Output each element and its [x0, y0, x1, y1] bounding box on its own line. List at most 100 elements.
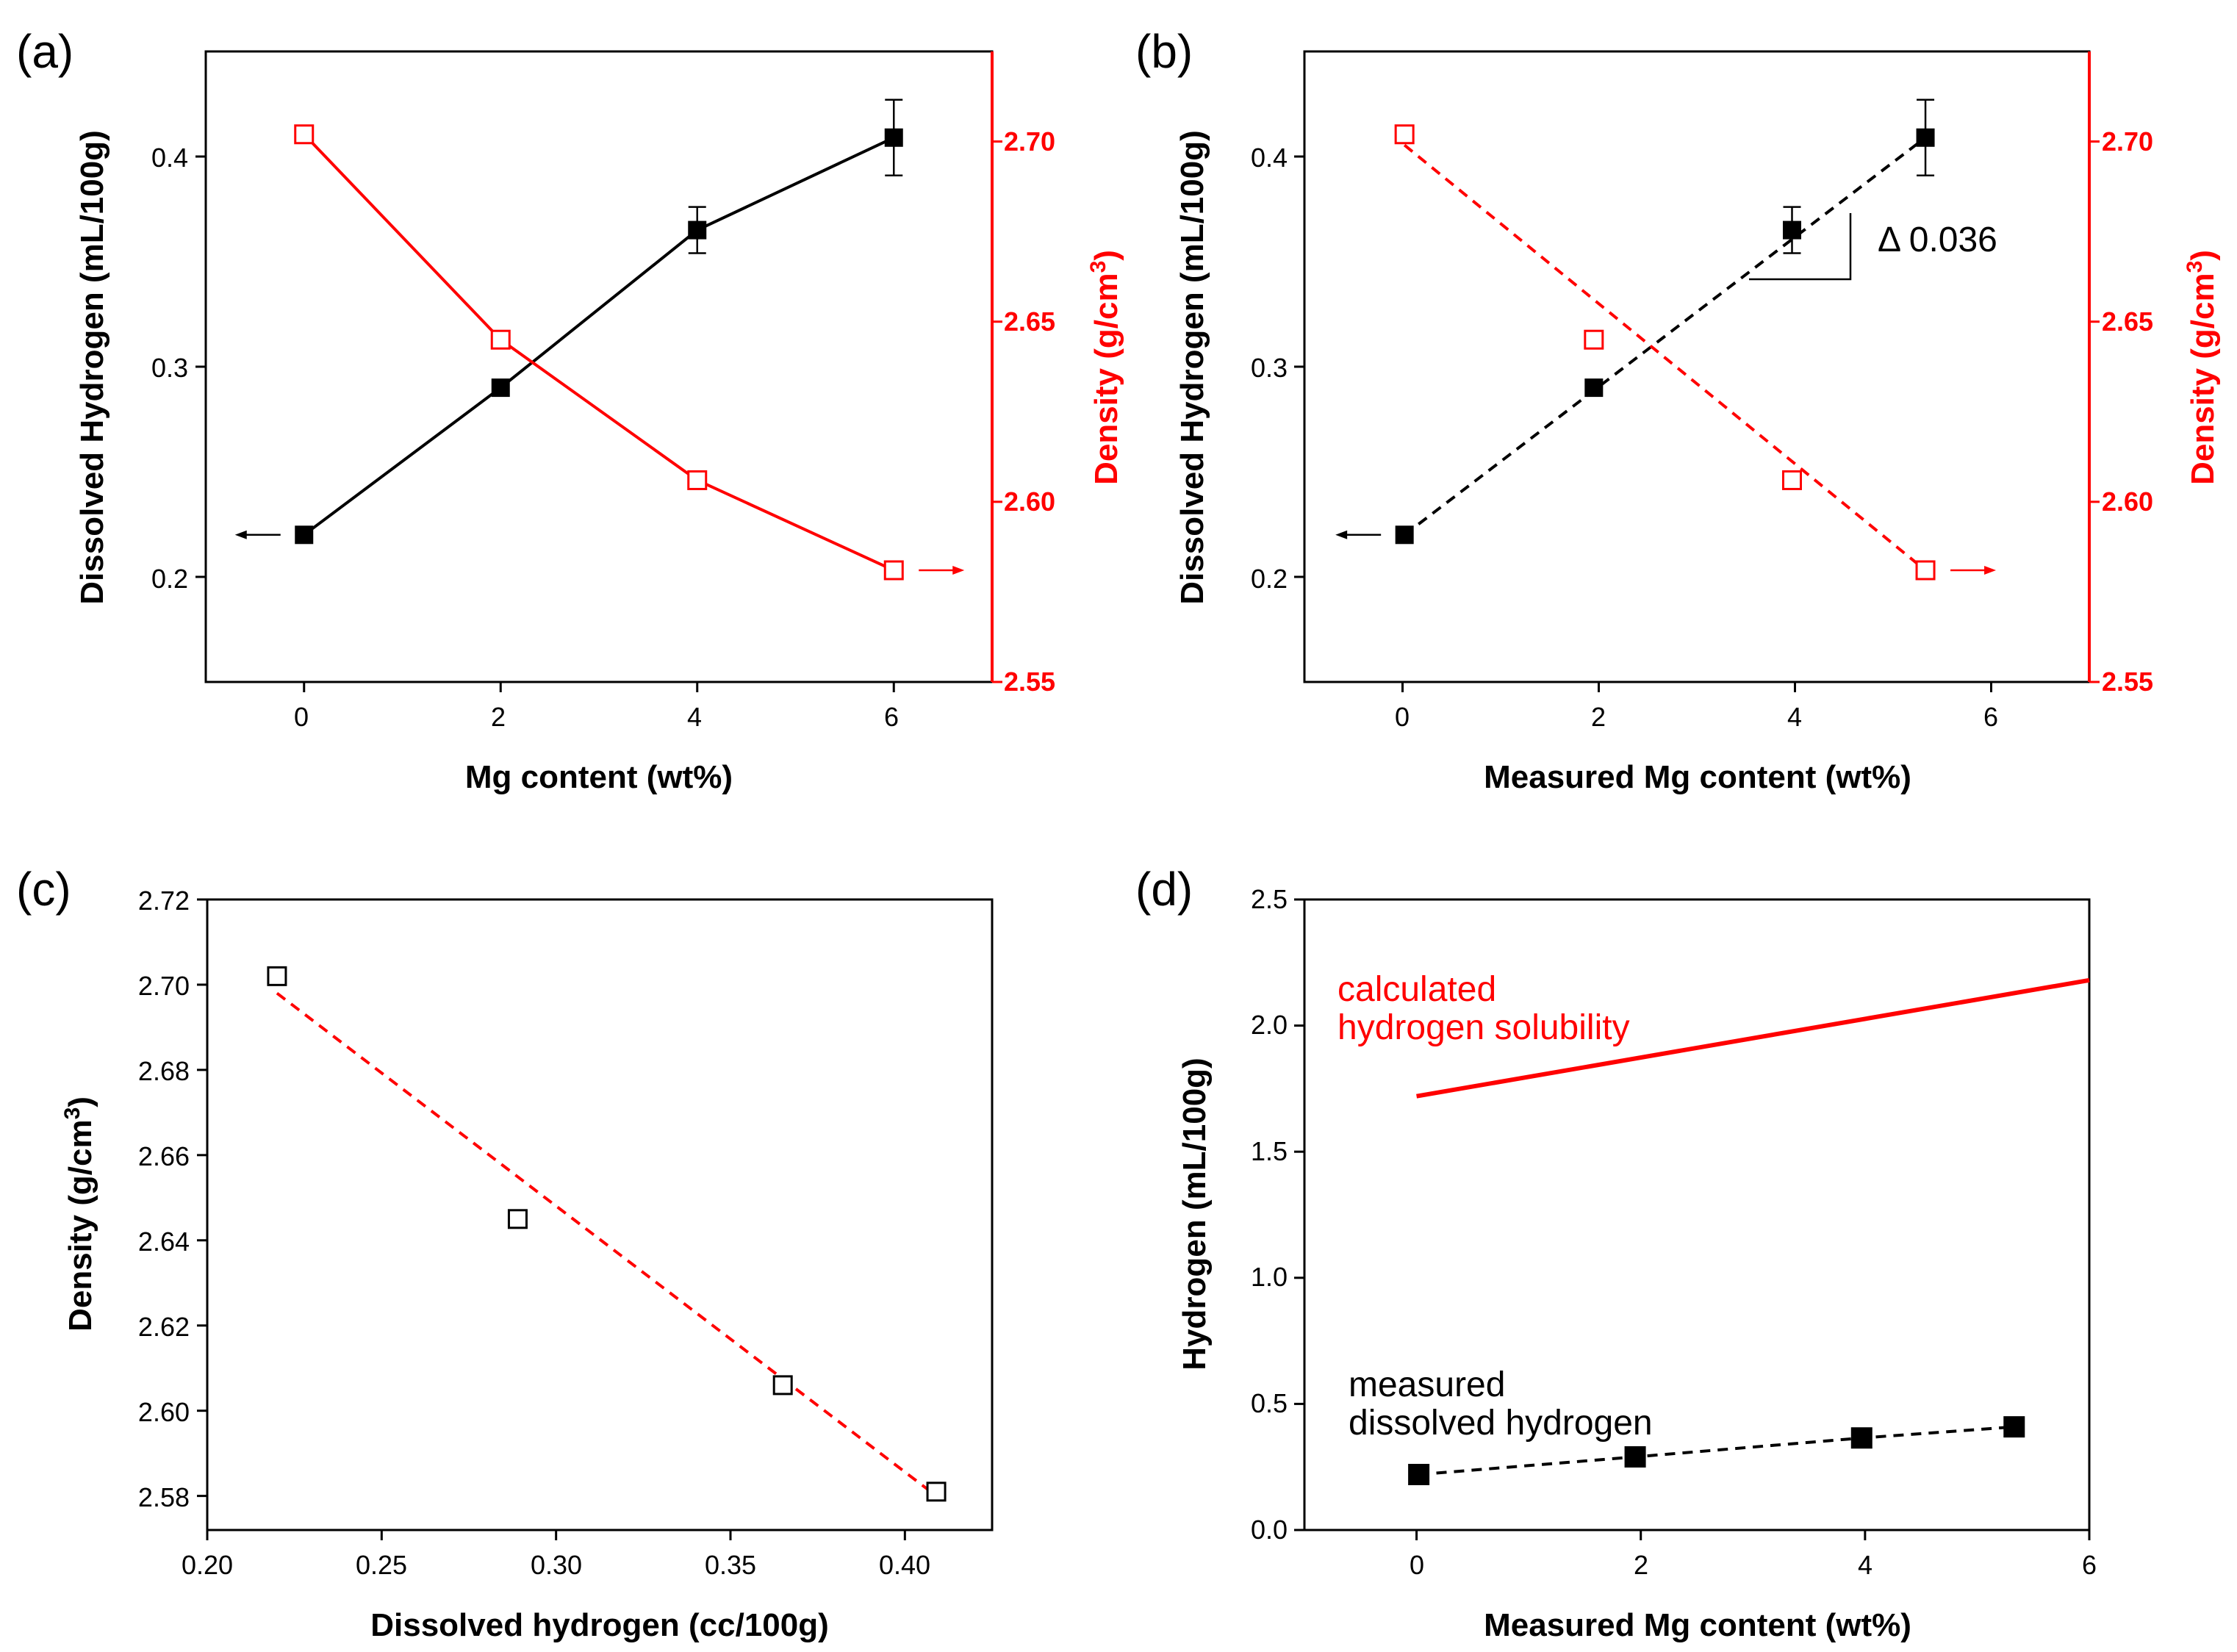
panel-b-frame: [1303, 50, 2091, 683]
panel-c-ticks: [197, 898, 906, 1540]
y-tick-label: 0.2: [1251, 564, 1288, 594]
y-tick-label: 2.72: [138, 886, 190, 916]
fit-line: [1403, 143, 1927, 572]
panel-a-ticks: [195, 140, 1002, 692]
panel-a: (a) 0 2 4 6 0.2 0.3 0.4 2.55 2.60 2.65 2…: [16, 25, 1124, 795]
data-point: [772, 1375, 793, 1396]
x-tick-label: 0: [1395, 702, 1410, 732]
y2-tick-label: 2.60: [2102, 486, 2153, 517]
calculated-label: calculated: [1337, 970, 1496, 1009]
data-point: [926, 1482, 947, 1502]
panel-a-plot: [234, 98, 965, 581]
y-tick-label: 2.66: [138, 1141, 190, 1171]
x-tick-label: 4: [1787, 702, 1802, 732]
y-tick-label: 2.64: [138, 1227, 190, 1257]
y-tick-label: 0.2: [151, 564, 188, 594]
y-tick-label: 0.0: [1251, 1515, 1288, 1545]
fit-line: [1403, 136, 1927, 536]
data-point: [491, 378, 510, 398]
x-tick-label: 0: [294, 702, 309, 732]
axis-arrowhead: [952, 566, 965, 575]
series-line: [303, 133, 895, 572]
y2-tick-label: 2.65: [2102, 306, 2153, 337]
x-tick-label: 6: [1983, 702, 1998, 732]
y2-tick-label: 2.65: [1004, 306, 1055, 337]
data-point: [1408, 1463, 1430, 1485]
data-point: [2003, 1416, 2025, 1438]
data-point: [294, 124, 315, 145]
y2-tick-label: 2.55: [2102, 667, 2153, 697]
delta-bracket: [1749, 213, 1852, 281]
y2-axis-label: Density (g/cm3): [1086, 250, 1124, 485]
x-tick-label: 0.25: [356, 1550, 407, 1580]
series-line: [1418, 1425, 2014, 1476]
x-tick-label: 0.40: [879, 1550, 930, 1580]
x-axis-label: Dissolved hydrogen (cc/100g): [370, 1607, 829, 1643]
x-tick-label: 6: [884, 702, 899, 732]
data-point: [507, 1209, 528, 1229]
data-point: [1584, 329, 1604, 350]
measured-label: measured: [1349, 1365, 1505, 1404]
axis-arrowhead: [1984, 566, 1997, 575]
y2-tick-label: 2.55: [1004, 667, 1055, 697]
x-tick-label: 0.35: [705, 1550, 756, 1580]
data-point: [267, 966, 287, 986]
y-tick-label: 0.4: [151, 143, 188, 173]
calculated-label: hydrogen solubility: [1337, 1008, 1630, 1047]
y-axis-label: Dissolved Hydrogen (mL/100g): [74, 130, 110, 604]
y-tick-label: 2.60: [138, 1397, 190, 1427]
y-axis-label: Dissolved Hydrogen (mL/100g): [1174, 130, 1210, 604]
data-point: [1781, 470, 1802, 490]
panel-c-label: (c): [16, 863, 71, 916]
data-point: [1782, 220, 1801, 240]
axis-arrowhead: [1335, 530, 1348, 539]
y-tick-label: 0.5: [1251, 1388, 1288, 1418]
x-tick-label: 6: [2082, 1550, 2097, 1580]
data-point: [884, 128, 903, 147]
y-tick-label: 2.68: [138, 1056, 190, 1086]
x-tick-label: 0.30: [531, 1550, 582, 1580]
data-point: [1916, 128, 1935, 147]
x-tick-label: 0.20: [182, 1550, 233, 1580]
panel-d-label: (d): [1135, 863, 1193, 916]
y2-tick-label: 2.70: [1004, 126, 1055, 157]
x-tick-label: 2: [1591, 702, 1606, 732]
x-tick-label: 4: [1858, 1550, 1872, 1580]
y-axis-label: Hydrogen (mL/100g): [1177, 1057, 1213, 1370]
panel-b-label: (b): [1135, 25, 1193, 78]
y-tick-label: 2.70: [138, 971, 190, 1001]
panel-d-plot: [1408, 977, 2090, 1485]
measured-label: dissolved hydrogen: [1349, 1404, 1653, 1443]
panel-b-plot: [1335, 98, 1997, 581]
x-axis-label: Measured Mg content (wt%): [1484, 1607, 1911, 1643]
y-tick-label: 1.0: [1251, 1262, 1288, 1292]
data-point: [688, 220, 707, 240]
x-tick-label: 4: [687, 702, 702, 732]
x-tick-label: 2: [491, 702, 506, 732]
x-axis-label: Measured Mg content (wt%): [1484, 759, 1911, 795]
y-tick-label: 2.0: [1251, 1010, 1288, 1040]
y-tick-label: 1.5: [1251, 1136, 1288, 1166]
data-point: [1915, 560, 1936, 581]
y-tick-label: 2.58: [138, 1482, 190, 1512]
y-tick-label: 0.3: [151, 353, 188, 383]
panel-d: (d) 0 2 4 6 0.0 0.5 1.0 1.5 2.0 2.5 calc…: [1135, 863, 2097, 1643]
series-line: [303, 136, 895, 536]
data-point: [1624, 1446, 1646, 1468]
y-tick-label: 0.4: [1251, 143, 1288, 173]
panel-c-frame: [206, 898, 994, 1531]
y2-axis-label: Density (g/cm3): [2183, 250, 2221, 485]
data-point: [687, 470, 708, 490]
panel-d-ticks: [1294, 898, 2091, 1540]
x-tick-label: 0: [1410, 1550, 1424, 1580]
fit-line: [276, 991, 938, 1498]
panel-b: (b) 0 2 4 6 0.2 0.3 0.4 2.55 2.60 2.65 2…: [1135, 25, 2221, 795]
delta-annotation: Δ 0.036: [1878, 220, 1997, 259]
data-point: [1395, 525, 1414, 545]
data-point: [1850, 1427, 1872, 1449]
x-tick-label: 2: [1634, 1550, 1648, 1580]
x-axis-label: Mg content (wt%): [465, 759, 733, 795]
series-line: [1416, 977, 2090, 1099]
data-point: [295, 525, 314, 545]
y-axis-label: Density (g/cm3): [60, 1096, 98, 1332]
